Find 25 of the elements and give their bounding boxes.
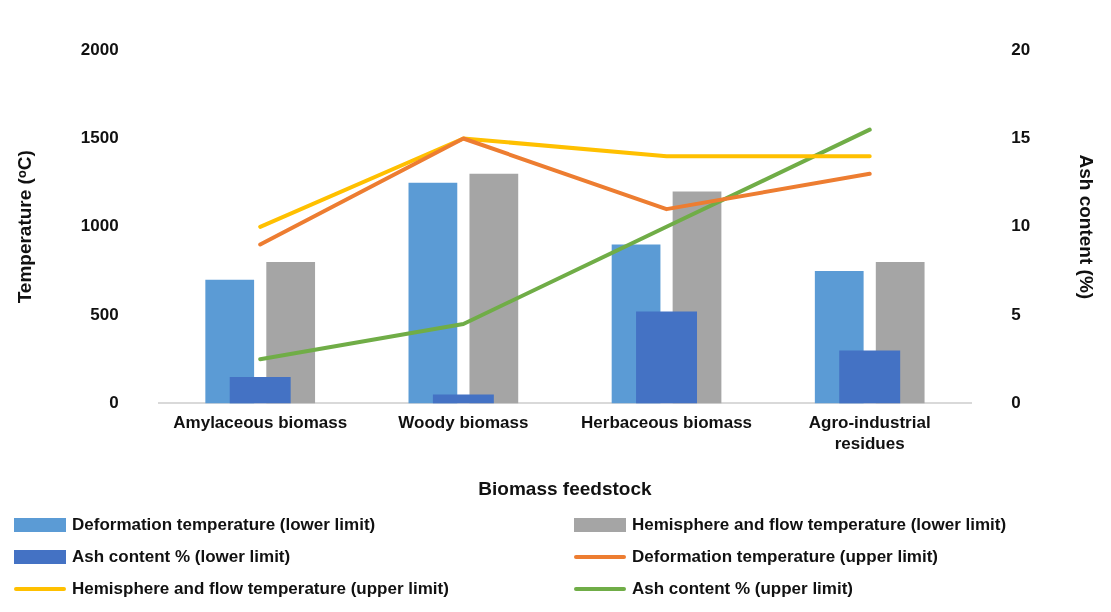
legend-label: Deformation temperature (upper limit) bbox=[632, 547, 939, 567]
y2-tick-label: 0 bbox=[1011, 393, 1021, 413]
x-tick-label: Woody biomass bbox=[398, 413, 529, 433]
y2-tick-label: 5 bbox=[1011, 304, 1021, 324]
y-axis-title: Temperature (ᵒC) bbox=[13, 150, 35, 304]
y2-tick-label: 10 bbox=[1011, 216, 1031, 236]
x-tick-label: Herbaceous biomass bbox=[581, 413, 753, 433]
legend-label: Ash content % (lower limit) bbox=[72, 547, 291, 567]
y-tick-label: 1500 bbox=[80, 128, 119, 148]
bar bbox=[229, 376, 291, 404]
y2-tick-label: 15 bbox=[1011, 128, 1031, 148]
x-tick-label: Amylaceous biomass bbox=[173, 413, 348, 433]
y-tick-label: 2000 bbox=[80, 39, 119, 59]
y2-tick-label: 20 bbox=[1011, 39, 1031, 59]
y-tick-label: 500 bbox=[90, 304, 119, 324]
x-axis-title: Biomass feedstock bbox=[478, 477, 652, 499]
legend-label: Ash content % (upper limit) bbox=[632, 579, 853, 599]
legend-label: Hemisphere and flow temperature (upper limit) bbox=[72, 579, 449, 599]
y-tick-label: 1000 bbox=[80, 216, 119, 236]
bar bbox=[432, 394, 494, 404]
y2-axis-title: Ash content (%) bbox=[1076, 154, 1098, 300]
y-tick-label: 0 bbox=[109, 393, 119, 413]
legend-label: Hemisphere and flow temperature (lower limit) bbox=[632, 515, 1007, 535]
legend-label: Deformation temperature (lower limit) bbox=[72, 515, 376, 535]
x-tick-label: Agro-industrial residues bbox=[808, 413, 931, 453]
